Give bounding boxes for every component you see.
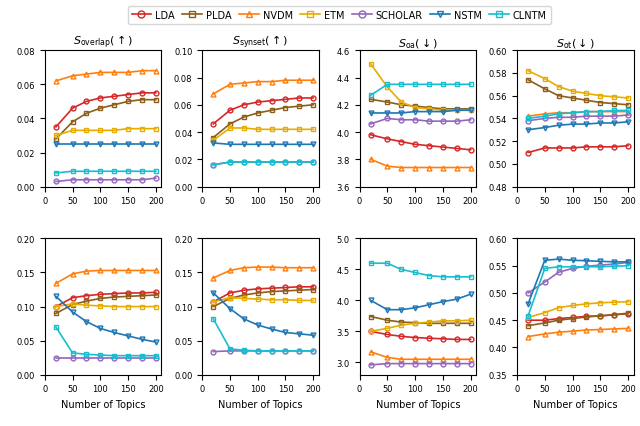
X-axis label: Number of Topics: Number of Topics xyxy=(376,399,460,409)
Title: $S_{\mathrm{overlap}}$($\uparrow$): $S_{\mathrm{overlap}}$($\uparrow$) xyxy=(73,34,133,51)
Title: $S_{\mathrm{ot}}$($\downarrow$): $S_{\mathrm{ot}}$($\downarrow$) xyxy=(556,36,595,51)
X-axis label: Number of Topics: Number of Topics xyxy=(61,399,145,409)
Title: $S_{\mathrm{oa}}$($\downarrow$): $S_{\mathrm{oa}}$($\downarrow$) xyxy=(397,36,438,51)
Title: $S_{\mathrm{synset}}$($\uparrow$): $S_{\mathrm{synset}}$($\uparrow$) xyxy=(232,34,289,51)
X-axis label: Number of Topics: Number of Topics xyxy=(533,399,618,409)
Legend: LDA, PLDA, NVDM, ETM, SCHOLAR, NSTM, CLNTM: LDA, PLDA, NVDM, ETM, SCHOLAR, NSTM, CLN… xyxy=(128,7,550,25)
X-axis label: Number of Topics: Number of Topics xyxy=(218,399,303,409)
